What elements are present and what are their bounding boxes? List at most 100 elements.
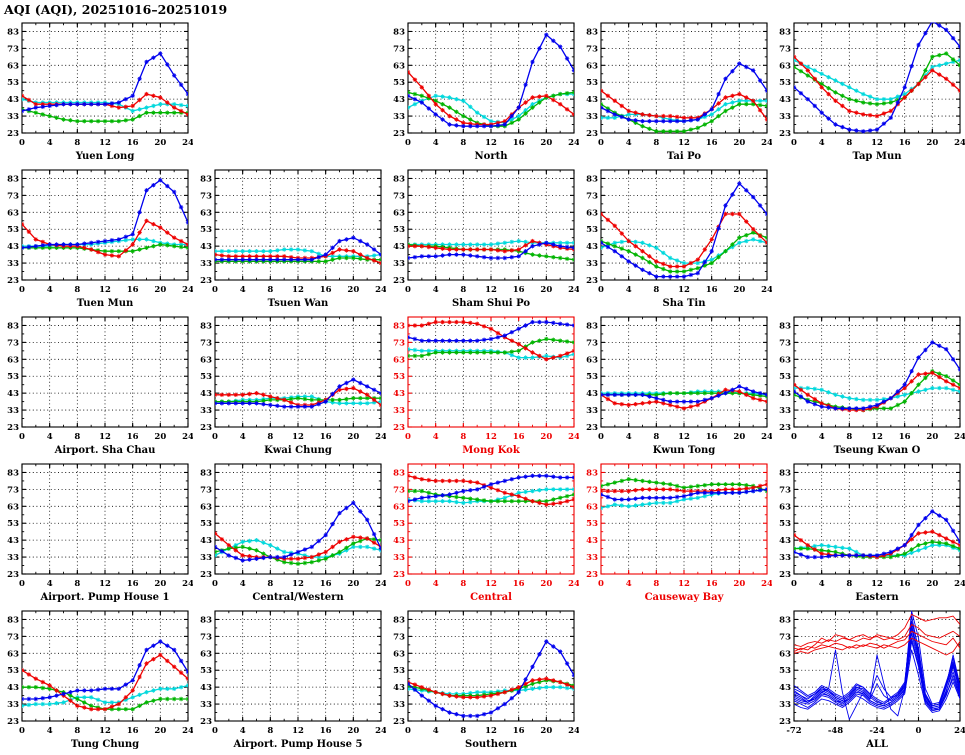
x-tick-label: 12 [678, 579, 690, 589]
green-marker [151, 698, 156, 703]
x-tick-label: -72 [786, 726, 801, 736]
blue-marker [688, 118, 694, 123]
red-marker [247, 553, 252, 559]
blue-marker [502, 701, 508, 707]
red-line [794, 613, 960, 653]
blue-marker [82, 101, 87, 107]
x-tick-label: 16 [513, 138, 525, 148]
green-marker [654, 480, 659, 485]
chart-cell-causeway-bay: 23 33 43 53 63 73 83 0 4 8 12 16 20 24 Causeway Bay [579, 459, 772, 606]
blue-marker [61, 691, 66, 697]
blue-marker [757, 488, 763, 493]
red-marker [240, 553, 245, 558]
green-marker [523, 684, 528, 689]
blue-marker [419, 100, 424, 105]
y-tick-label: 63 [393, 502, 405, 512]
cyan-marker [557, 487, 563, 492]
green-marker [474, 350, 480, 355]
cyan-marker [647, 501, 652, 506]
green-marker [937, 53, 942, 58]
red-marker [468, 479, 473, 484]
blue-marker [730, 69, 735, 74]
green-marker [316, 259, 322, 264]
red-marker [601, 88, 604, 93]
chart-cell-tap-mun: 23 33 43 53 63 73 83 0 4 8 12 16 20 24 Tap Mun [772, 18, 965, 165]
red-marker [930, 370, 935, 375]
blue-marker [281, 404, 287, 409]
chart-cell-sha-tin: 23 33 43 53 63 73 83 0 4 8 12 16 20 24 Sha Tin [579, 165, 772, 312]
blue-marker [323, 399, 328, 404]
series-group [22, 51, 188, 124]
green-marker [564, 256, 570, 262]
x-tick-label: 4 [433, 432, 439, 442]
red-marker [937, 72, 942, 77]
red-marker [626, 238, 631, 244]
red-marker [158, 652, 163, 658]
green-marker [323, 556, 328, 562]
green-marker [943, 51, 949, 56]
x-tick-label: 24 [568, 432, 579, 442]
green-marker [544, 499, 549, 504]
red-marker [433, 319, 438, 325]
y-tick-label: 73 [200, 632, 212, 642]
y-tick-label: 73 [779, 44, 791, 54]
cyan-marker [902, 392, 907, 398]
blue-marker [323, 252, 328, 257]
blue-marker [860, 129, 866, 134]
red-marker [461, 695, 466, 700]
green-marker [158, 242, 163, 247]
blue-line [794, 610, 960, 705]
green-marker [826, 548, 831, 554]
x-tick-label: 16 [127, 579, 139, 589]
red-marker [82, 705, 87, 710]
blue-marker [612, 392, 617, 398]
blue-marker [840, 124, 845, 130]
green-marker [509, 499, 515, 504]
red-marker [943, 536, 949, 541]
red-marker [833, 98, 838, 104]
blue-marker [702, 490, 708, 495]
blue-marker [833, 406, 838, 411]
green-marker [351, 395, 356, 401]
red-marker [523, 100, 528, 105]
green-marker [605, 106, 611, 111]
blue-marker [647, 495, 652, 500]
x-tick-label: 0 [19, 138, 25, 148]
y-tick-label: 63 [7, 61, 19, 71]
red-marker [723, 211, 728, 217]
cyan-marker [358, 544, 363, 550]
cyan-marker [337, 401, 342, 406]
red-marker [178, 108, 184, 114]
red-marker [647, 400, 652, 405]
blue-marker [95, 239, 101, 245]
blue-marker [957, 44, 960, 49]
chart-title: Tai Po [667, 151, 701, 162]
green-marker [674, 129, 680, 134]
blue-marker [564, 322, 570, 327]
red-marker [702, 247, 708, 252]
cyan-marker [447, 499, 452, 504]
x-tick-label: 24 [761, 138, 772, 148]
red-marker [509, 248, 515, 253]
blue-marker [26, 696, 32, 702]
green-marker [109, 706, 115, 712]
blue-marker [151, 183, 156, 188]
blue-marker [860, 553, 866, 558]
cyan-marker [612, 240, 617, 246]
cyan-marker [601, 115, 604, 121]
x-tick-label: 20 [733, 285, 745, 295]
x-tick-label: 8 [653, 579, 659, 589]
green-marker [165, 696, 170, 702]
cyan-marker [102, 700, 108, 705]
cyan-marker [137, 107, 142, 112]
red-marker [647, 112, 652, 118]
cyan-marker [454, 96, 459, 102]
blue-marker [302, 257, 308, 262]
blue-marker [295, 404, 301, 409]
cyan-marker [254, 248, 259, 254]
cyan-marker [240, 539, 245, 545]
green-marker [860, 100, 866, 105]
green-marker [798, 69, 804, 74]
red-marker [819, 551, 824, 556]
